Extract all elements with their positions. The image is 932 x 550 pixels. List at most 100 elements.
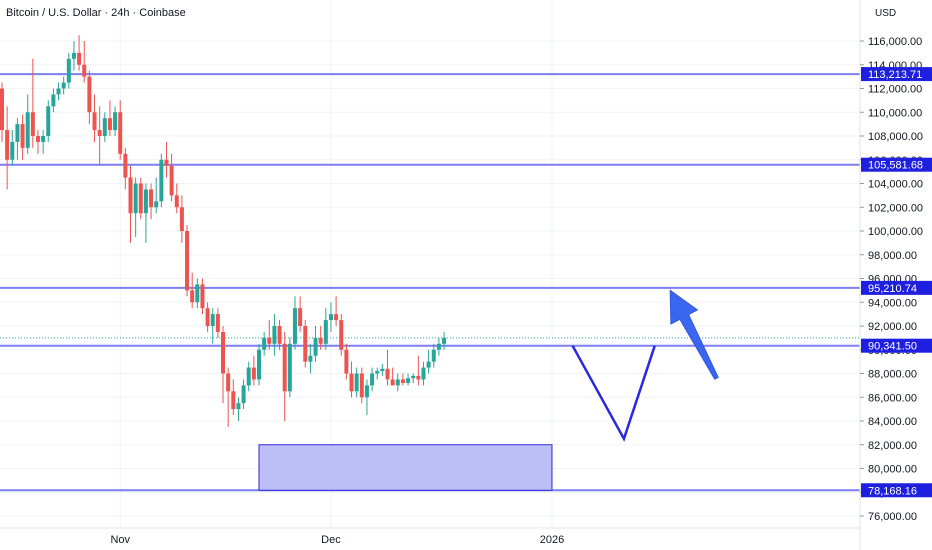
candle	[241, 379, 246, 410]
candle	[5, 106, 10, 190]
projection-arrow[interactable]	[669, 289, 719, 380]
candle	[215, 308, 220, 338]
candle-body	[210, 314, 215, 326]
price-axis[interactable]: 76,000.0078,000.0080,000.0082,000.0084,0…	[860, 36, 923, 523]
candle-body	[436, 343, 441, 350]
candle	[282, 331, 287, 421]
currency-label[interactable]: USD	[875, 8, 896, 19]
candle-body	[359, 373, 364, 398]
candle	[385, 349, 390, 386]
candle-body	[215, 314, 220, 332]
candle-body	[82, 64, 87, 77]
candle	[375, 367, 380, 380]
level-labels: 113,213.71 105,581.68 95,210.74 90,341.50 78…	[861, 67, 932, 498]
candle-body	[267, 337, 272, 344]
price-tick-label: 98,000.00	[868, 250, 917, 262]
candle	[35, 130, 40, 154]
candle-body	[46, 106, 51, 136]
candle-body	[92, 112, 97, 131]
candle-body	[308, 355, 313, 362]
candle	[416, 355, 421, 386]
candle	[61, 76, 66, 95]
candle	[400, 373, 405, 386]
price-axis-background	[860, 0, 932, 550]
candle-body	[303, 326, 308, 362]
candle	[339, 314, 344, 356]
candle-body	[323, 320, 328, 344]
candle-body	[287, 343, 292, 392]
candle-body	[169, 165, 174, 196]
candle-body	[226, 373, 231, 392]
candle-body	[380, 368, 385, 372]
candle-body	[421, 367, 426, 380]
candle	[25, 94, 30, 154]
candle-body	[262, 337, 267, 350]
candle	[262, 331, 267, 356]
time-axis[interactable]: Nov Dec 2026	[110, 534, 564, 546]
projection-path	[571, 289, 719, 442]
candle	[169, 153, 174, 202]
candle	[77, 35, 82, 71]
candle	[118, 100, 123, 160]
time-tick-label: Dec	[321, 534, 341, 546]
candle-body	[431, 349, 436, 362]
candle	[411, 373, 416, 383]
candle	[179, 195, 184, 243]
price-tick-label: 104,000.00	[868, 179, 923, 191]
candle-body	[123, 153, 128, 178]
candle-body	[143, 189, 148, 214]
candle	[380, 364, 385, 376]
candle-body	[400, 379, 405, 383]
level-label-bg	[861, 338, 932, 353]
projection-zigzag[interactable]	[571, 345, 656, 442]
level-label: 95,210.74	[861, 280, 932, 295]
candle-body	[416, 375, 421, 380]
candle	[370, 367, 375, 392]
candle	[257, 343, 261, 386]
candle	[226, 367, 231, 427]
candle-body	[246, 367, 251, 386]
support-zone-box[interactable]	[258, 444, 553, 491]
level-label: 90,341.50	[861, 338, 932, 353]
candle	[133, 177, 138, 237]
candle-body	[41, 136, 46, 142]
candle	[436, 337, 441, 356]
candle	[251, 355, 256, 386]
level-label-bg	[861, 67, 932, 82]
candle-body	[298, 308, 303, 326]
candle-body	[241, 385, 246, 404]
candle-body	[113, 112, 118, 131]
candle	[200, 278, 205, 315]
candle	[107, 100, 112, 136]
price-tick-label: 94,000.00	[868, 297, 917, 309]
candle	[313, 326, 318, 362]
time-tick-label: Nov	[110, 534, 130, 546]
candle-body	[61, 82, 66, 89]
candle	[190, 272, 195, 309]
candle	[10, 130, 15, 166]
candle	[66, 52, 71, 89]
candle-body	[318, 337, 323, 344]
candle-body	[102, 118, 107, 136]
candle-body	[77, 52, 82, 65]
candle-body	[349, 373, 354, 392]
candle	[442, 331, 447, 350]
candle-body	[364, 385, 369, 398]
candle-body	[411, 375, 416, 379]
price-tick-label: 102,000.00	[868, 202, 923, 214]
candle-body	[344, 349, 349, 374]
candle	[359, 367, 364, 404]
candle-body	[426, 361, 431, 368]
candle	[287, 337, 292, 398]
candle	[41, 130, 46, 154]
candle-body	[87, 76, 92, 113]
candle	[143, 183, 148, 243]
price-tick-label: 112,000.00	[868, 84, 922, 96]
level-label-bg	[861, 157, 932, 172]
candle	[92, 94, 97, 142]
price-tick-label: 108,000.00	[868, 131, 923, 143]
candle	[0, 82, 4, 142]
candle-body	[164, 159, 169, 166]
time-tick-label: 2026	[540, 534, 564, 546]
